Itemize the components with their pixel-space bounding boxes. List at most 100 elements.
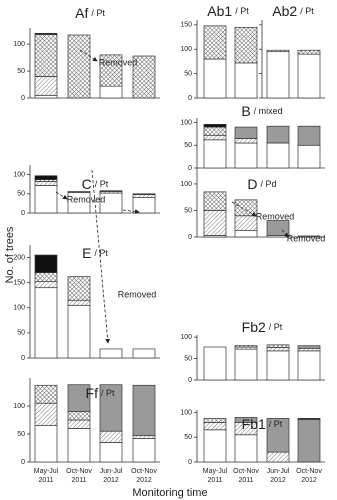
bar-segment bbox=[203, 134, 227, 141]
bar-segment bbox=[34, 402, 58, 426]
bar-segment bbox=[67, 34, 91, 99]
y-tick-label: 100 bbox=[180, 334, 192, 341]
bar-segment bbox=[266, 347, 290, 352]
y-tick-label: 50 bbox=[184, 70, 192, 77]
title-text: Af bbox=[75, 5, 88, 21]
title-text: Fb1 bbox=[242, 416, 266, 432]
y-tick-label: 0 bbox=[188, 165, 192, 172]
bar-segment bbox=[234, 26, 258, 64]
bar-segment bbox=[234, 345, 258, 348]
bar-segment bbox=[234, 348, 258, 381]
bar-segment bbox=[234, 417, 258, 423]
y-tick-label: 100 bbox=[180, 46, 192, 53]
y-tick-label: 50 bbox=[184, 355, 192, 362]
bar-segment bbox=[34, 76, 58, 96]
bar-segment bbox=[203, 422, 227, 431]
bar-segment bbox=[34, 281, 58, 289]
bar-segment bbox=[266, 451, 290, 463]
subtitle-text: / Pt bbox=[94, 248, 108, 258]
bar-segment bbox=[132, 55, 156, 99]
bar-segment bbox=[99, 190, 123, 192]
y-tick-label: 200 bbox=[13, 254, 25, 261]
annotation: Removed bbox=[118, 289, 157, 299]
bar-segment bbox=[266, 350, 290, 381]
subtitle-text: / Pd bbox=[261, 179, 277, 189]
panel-title: B / mixed bbox=[241, 103, 282, 119]
x-tick-label: May-Jul bbox=[34, 468, 59, 475]
bar-segment bbox=[132, 348, 156, 359]
annotation: Removed bbox=[287, 233, 326, 243]
panel-title: Af / Pt bbox=[75, 5, 105, 21]
bar-segment bbox=[99, 430, 123, 443]
bar-segment bbox=[99, 85, 123, 99]
subtitle-text: / Pt bbox=[91, 8, 105, 18]
annotation-arrow bbox=[281, 229, 289, 238]
y-tick-label: 0 bbox=[188, 377, 192, 384]
title-text: Ab1 bbox=[207, 3, 232, 19]
annotation: Removed bbox=[67, 194, 106, 204]
bar-segment bbox=[34, 181, 58, 186]
y-tick-label: 50 bbox=[17, 191, 25, 198]
bar-segment bbox=[297, 125, 321, 146]
subtitle-text: / Pt bbox=[269, 419, 283, 429]
panel-title: E / Pt bbox=[82, 245, 108, 261]
title-text: D bbox=[247, 176, 257, 192]
bar-segment bbox=[99, 348, 123, 359]
bar-segment bbox=[234, 199, 258, 217]
bar-segment bbox=[203, 139, 227, 169]
bar-segment bbox=[266, 51, 290, 99]
bar-segment bbox=[234, 62, 258, 99]
x-tick-label: 2012 bbox=[136, 477, 152, 484]
bar-segment bbox=[34, 287, 58, 359]
x-tick-label: Oct-Nov bbox=[233, 468, 259, 475]
y-tick-label: 150 bbox=[13, 280, 25, 287]
bar-segment bbox=[132, 435, 156, 439]
title-text: B bbox=[241, 103, 250, 119]
bar-segment bbox=[34, 185, 58, 214]
bar-segment bbox=[266, 418, 290, 453]
bar-segment bbox=[297, 419, 321, 463]
x-tick-label: Jun-Jul bbox=[100, 468, 123, 475]
bar-segment bbox=[34, 384, 58, 404]
y-tick-label: 0 bbox=[21, 95, 25, 102]
bar-segment bbox=[67, 276, 91, 301]
x-axis-label: Monitoring time bbox=[132, 487, 207, 499]
bar-segment bbox=[34, 33, 58, 35]
title-text: Ab2 bbox=[272, 3, 297, 19]
bar-segment bbox=[234, 126, 258, 139]
y-tick-label: 0 bbox=[21, 459, 25, 466]
y-tick-label: 0 bbox=[21, 355, 25, 362]
y-tick-label: 0 bbox=[21, 210, 25, 217]
bar-segment bbox=[203, 191, 227, 211]
panel-title: D / Pd bbox=[247, 176, 276, 192]
panel-title: Ab2/ Pt bbox=[272, 3, 314, 19]
bar-segment bbox=[234, 142, 258, 169]
y-tick-label: 0 bbox=[188, 95, 192, 102]
bar-segment bbox=[203, 58, 227, 99]
x-tick-label: 2011 bbox=[238, 477, 253, 484]
bar-segment bbox=[203, 418, 227, 423]
bar-segment bbox=[297, 49, 321, 55]
bar-segment bbox=[266, 220, 290, 236]
bar-segment bbox=[132, 197, 156, 214]
bar-segment bbox=[99, 54, 123, 87]
x-tick-label: May-Jul bbox=[203, 468, 228, 475]
x-tick-label: 2012 bbox=[103, 477, 119, 484]
bar-segment bbox=[203, 346, 227, 381]
annotation-arrow bbox=[122, 209, 140, 214]
bar-segment bbox=[99, 442, 123, 463]
annotation-arrow bbox=[79, 49, 98, 62]
y-tick-label: 0 bbox=[188, 459, 192, 466]
bar-segment bbox=[297, 53, 321, 99]
title-text: E bbox=[82, 245, 91, 261]
bar-segment bbox=[234, 138, 258, 144]
y-tick-label: 100 bbox=[180, 181, 192, 188]
bar-segment bbox=[297, 235, 321, 238]
annotation: Removed bbox=[99, 57, 138, 67]
subtitle-text: / Pt bbox=[300, 6, 314, 16]
x-tick-label: 2011 bbox=[207, 477, 222, 484]
bar-segment bbox=[297, 144, 321, 169]
bar-segment bbox=[67, 419, 91, 429]
y-tick-label: 100 bbox=[13, 403, 25, 410]
bar-segment bbox=[266, 142, 290, 169]
